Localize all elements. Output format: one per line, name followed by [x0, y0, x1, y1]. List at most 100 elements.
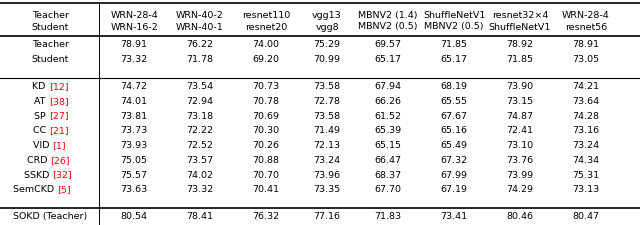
Text: 73.99: 73.99 [506, 171, 534, 180]
Text: 71.85: 71.85 [506, 55, 534, 64]
Text: 65.39: 65.39 [374, 126, 402, 135]
Text: 67.99: 67.99 [440, 171, 468, 180]
Text: WRN-40-1: WRN-40-1 [176, 22, 224, 32]
Text: 78.91: 78.91 [120, 40, 148, 49]
Text: 70.69: 70.69 [252, 112, 280, 121]
Text: 70.88: 70.88 [252, 156, 280, 165]
Text: 67.19: 67.19 [440, 185, 468, 194]
Text: WRN-28-4: WRN-28-4 [562, 11, 610, 20]
Text: ShuffleNetV1: ShuffleNetV1 [489, 22, 551, 32]
Text: MBNV2 (1.4): MBNV2 (1.4) [358, 11, 418, 20]
Text: 70.99: 70.99 [314, 55, 340, 64]
Text: 67.94: 67.94 [374, 82, 402, 91]
Text: 72.52: 72.52 [186, 141, 214, 150]
Text: 80.47: 80.47 [572, 212, 600, 221]
Text: 76.32: 76.32 [252, 212, 280, 221]
Text: 65.49: 65.49 [440, 141, 468, 150]
Text: 71.85: 71.85 [440, 40, 468, 49]
Text: resnet20: resnet20 [244, 22, 287, 32]
Text: 65.17: 65.17 [374, 55, 402, 64]
Text: 67.70: 67.70 [374, 185, 402, 194]
Text: [38]: [38] [49, 97, 68, 106]
Text: 69.20: 69.20 [252, 55, 280, 64]
Text: vgg13: vgg13 [312, 11, 342, 20]
Text: 74.29: 74.29 [506, 185, 534, 194]
Text: [1]: [1] [52, 141, 66, 150]
Text: 65.15: 65.15 [374, 141, 402, 150]
Text: 72.94: 72.94 [186, 97, 214, 106]
Text: 73.15: 73.15 [506, 97, 534, 106]
Text: 75.31: 75.31 [572, 171, 600, 180]
Text: 72.78: 72.78 [314, 97, 340, 106]
Text: 71.49: 71.49 [314, 126, 340, 135]
Text: vgg8: vgg8 [316, 22, 339, 32]
Text: ShuffleNetV1: ShuffleNetV1 [423, 11, 485, 20]
Text: 73.90: 73.90 [506, 82, 534, 91]
Text: 75.57: 75.57 [120, 171, 148, 180]
Text: 74.72: 74.72 [120, 82, 148, 91]
Text: 71.78: 71.78 [186, 55, 214, 64]
Text: 76.22: 76.22 [186, 40, 214, 49]
Text: 73.05: 73.05 [572, 55, 600, 64]
Text: WRN-16-2: WRN-16-2 [110, 22, 158, 32]
Text: 77.16: 77.16 [314, 212, 340, 221]
Text: 65.16: 65.16 [440, 126, 468, 135]
Text: 72.41: 72.41 [506, 126, 534, 135]
Text: 61.52: 61.52 [374, 112, 402, 121]
Text: 75.05: 75.05 [120, 156, 148, 165]
Text: 73.58: 73.58 [314, 82, 340, 91]
Text: 78.91: 78.91 [572, 40, 600, 49]
Text: 72.22: 72.22 [186, 126, 214, 135]
Text: 74.01: 74.01 [120, 97, 148, 106]
Text: 65.55: 65.55 [440, 97, 468, 106]
Text: resnet56: resnet56 [564, 22, 607, 32]
Text: 74.87: 74.87 [506, 112, 534, 121]
Text: 70.70: 70.70 [252, 171, 280, 180]
Text: 73.64: 73.64 [572, 97, 600, 106]
Text: [26]: [26] [51, 156, 70, 165]
Text: 69.57: 69.57 [374, 40, 402, 49]
Text: 73.54: 73.54 [186, 82, 214, 91]
Text: 68.37: 68.37 [374, 171, 402, 180]
Text: CC: CC [33, 126, 49, 135]
Text: 71.83: 71.83 [374, 212, 402, 221]
Text: 75.29: 75.29 [314, 40, 340, 49]
Text: 73.24: 73.24 [314, 156, 340, 165]
Text: 66.26: 66.26 [374, 97, 402, 106]
Text: 67.32: 67.32 [440, 156, 468, 165]
Text: 70.30: 70.30 [252, 126, 280, 135]
Text: [32]: [32] [52, 171, 72, 180]
Text: 70.41: 70.41 [252, 185, 280, 194]
Text: 78.41: 78.41 [186, 212, 214, 221]
Text: WRN-40-2: WRN-40-2 [176, 11, 224, 20]
Text: 73.58: 73.58 [314, 112, 340, 121]
Text: 80.54: 80.54 [120, 212, 148, 221]
Text: 74.00: 74.00 [252, 40, 280, 49]
Text: 74.21: 74.21 [572, 82, 600, 91]
Text: 65.17: 65.17 [440, 55, 468, 64]
Text: 73.16: 73.16 [572, 126, 600, 135]
Text: [27]: [27] [49, 112, 68, 121]
Text: 73.10: 73.10 [506, 141, 534, 150]
Text: 73.57: 73.57 [186, 156, 214, 165]
Text: 74.28: 74.28 [572, 112, 600, 121]
Text: AT: AT [35, 97, 49, 106]
Text: 73.41: 73.41 [440, 212, 468, 221]
Text: 70.26: 70.26 [252, 141, 280, 150]
Text: 73.24: 73.24 [572, 141, 600, 150]
Text: [12]: [12] [49, 82, 68, 91]
Text: Teacher: Teacher [32, 11, 69, 20]
Text: WRN-28-4: WRN-28-4 [110, 11, 158, 20]
Text: SSKD: SSKD [24, 171, 52, 180]
Text: 66.47: 66.47 [374, 156, 402, 165]
Text: resnet32×4: resnet32×4 [492, 11, 548, 20]
Text: [21]: [21] [49, 126, 68, 135]
Text: resnet110: resnet110 [242, 11, 290, 20]
Text: 70.73: 70.73 [252, 82, 280, 91]
Text: 73.81: 73.81 [120, 112, 148, 121]
Text: SemCKD: SemCKD [13, 185, 58, 194]
Text: [5]: [5] [58, 185, 71, 194]
Text: 73.63: 73.63 [120, 185, 148, 194]
Text: 73.76: 73.76 [506, 156, 534, 165]
Text: VID: VID [33, 141, 52, 150]
